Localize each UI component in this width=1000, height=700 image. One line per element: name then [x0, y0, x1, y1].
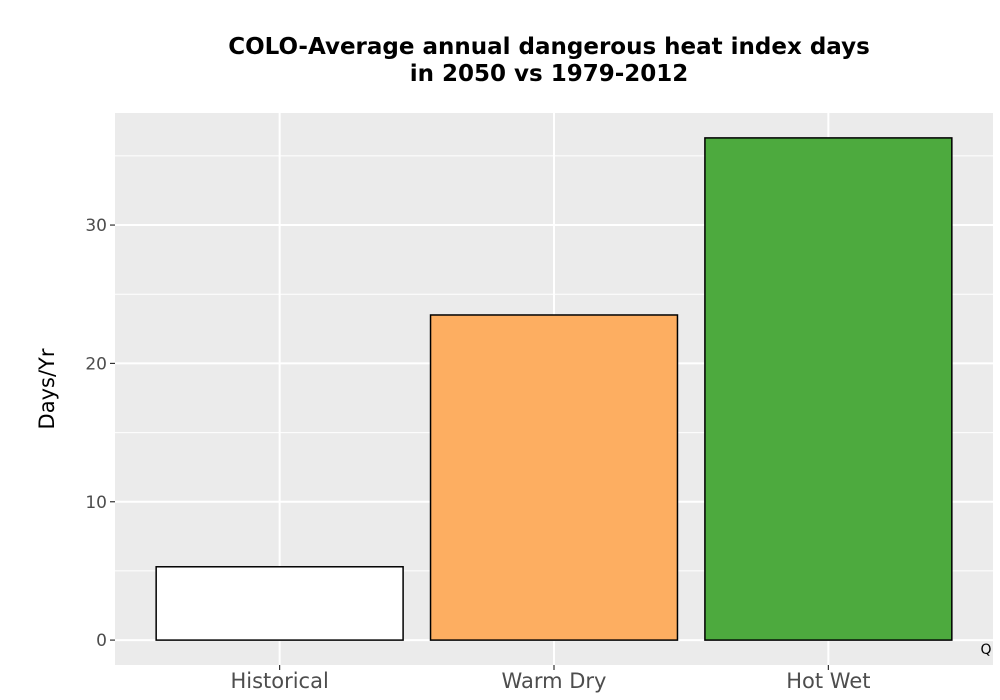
bars-group [155, 137, 953, 641]
x-axis: Historical Warm Dry Hot Wet [230, 665, 871, 693]
y-tick-label: 0 [96, 631, 107, 651]
chart-title-line-1: COLO-Average annual dangerous heat index… [228, 34, 870, 60]
corner-logo-mark: Q [980, 642, 991, 658]
y-tick-label: 10 [85, 493, 107, 513]
bar-historical [155, 566, 404, 641]
bar-warm-dry [429, 314, 679, 641]
y-axis: 0 10 20 30 [85, 216, 115, 651]
x-tick-label: Warm Dry [502, 669, 607, 693]
y-tick-label: 30 [85, 216, 107, 236]
x-tick-label: Historical [230, 669, 328, 693]
chart-title-line-2: in 2050 vs 1979-2012 [410, 61, 689, 87]
bar-hot-wet [704, 137, 953, 641]
x-tick-label: Hot Wet [786, 669, 870, 693]
y-tick-label: 20 [85, 354, 107, 374]
y-axis-title: Days/Yr [35, 348, 59, 429]
